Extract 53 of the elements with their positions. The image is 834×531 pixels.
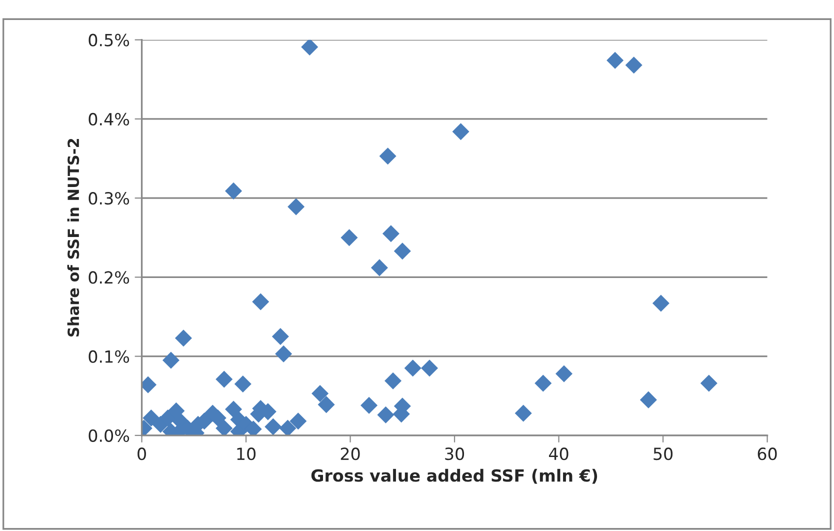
point — [174, 330, 192, 347]
y-tick-label: 0.4% — [88, 112, 130, 126]
point — [370, 259, 388, 276]
point — [216, 420, 233, 436]
point — [404, 360, 422, 377]
y-tick-label: 0.2% — [88, 271, 130, 284]
point — [340, 229, 358, 246]
y-tick-label: 0.1% — [88, 350, 130, 363]
point — [382, 225, 400, 242]
y-tick-label: 0.5% — [88, 34, 130, 46]
point — [142, 410, 160, 427]
point — [534, 374, 552, 392]
point — [555, 365, 572, 382]
point — [360, 396, 378, 414]
point — [606, 52, 624, 69]
x-tick-label: 10 — [237, 448, 256, 460]
point — [234, 375, 252, 392]
x-tick-label: 30 — [445, 448, 464, 460]
y-tick-label: 0.0% — [88, 429, 130, 442]
point — [514, 404, 532, 422]
point — [290, 412, 307, 430]
x-tick-label: 50 — [654, 448, 673, 460]
y-axis-title: Share of SSF in NUTS-2 — [67, 138, 80, 337]
point — [275, 345, 292, 362]
point — [252, 293, 270, 310]
point — [272, 328, 289, 346]
point — [279, 420, 296, 436]
x-tick-label: 60 — [758, 448, 777, 460]
point — [640, 391, 657, 408]
point — [301, 40, 318, 56]
point — [318, 396, 335, 414]
x-tick-label: 40 — [548, 448, 568, 460]
point — [312, 384, 329, 402]
point — [421, 360, 438, 377]
point — [379, 148, 396, 165]
point — [625, 56, 642, 74]
point — [264, 418, 282, 436]
y-tick-label: 0.3% — [88, 192, 130, 205]
point — [384, 372, 402, 390]
point — [394, 242, 411, 260]
point — [377, 406, 394, 424]
point — [168, 402, 185, 420]
x-tick-label: 20 — [340, 448, 360, 460]
x-tick-label: 0 — [138, 448, 146, 460]
point — [216, 370, 233, 388]
point — [225, 400, 242, 418]
point — [700, 374, 718, 392]
point — [652, 294, 670, 312]
point — [288, 198, 305, 216]
x-axis-title: Gross value added SSF (mln €) — [311, 468, 598, 484]
point — [452, 123, 470, 140]
point — [162, 352, 180, 369]
point — [225, 182, 242, 200]
